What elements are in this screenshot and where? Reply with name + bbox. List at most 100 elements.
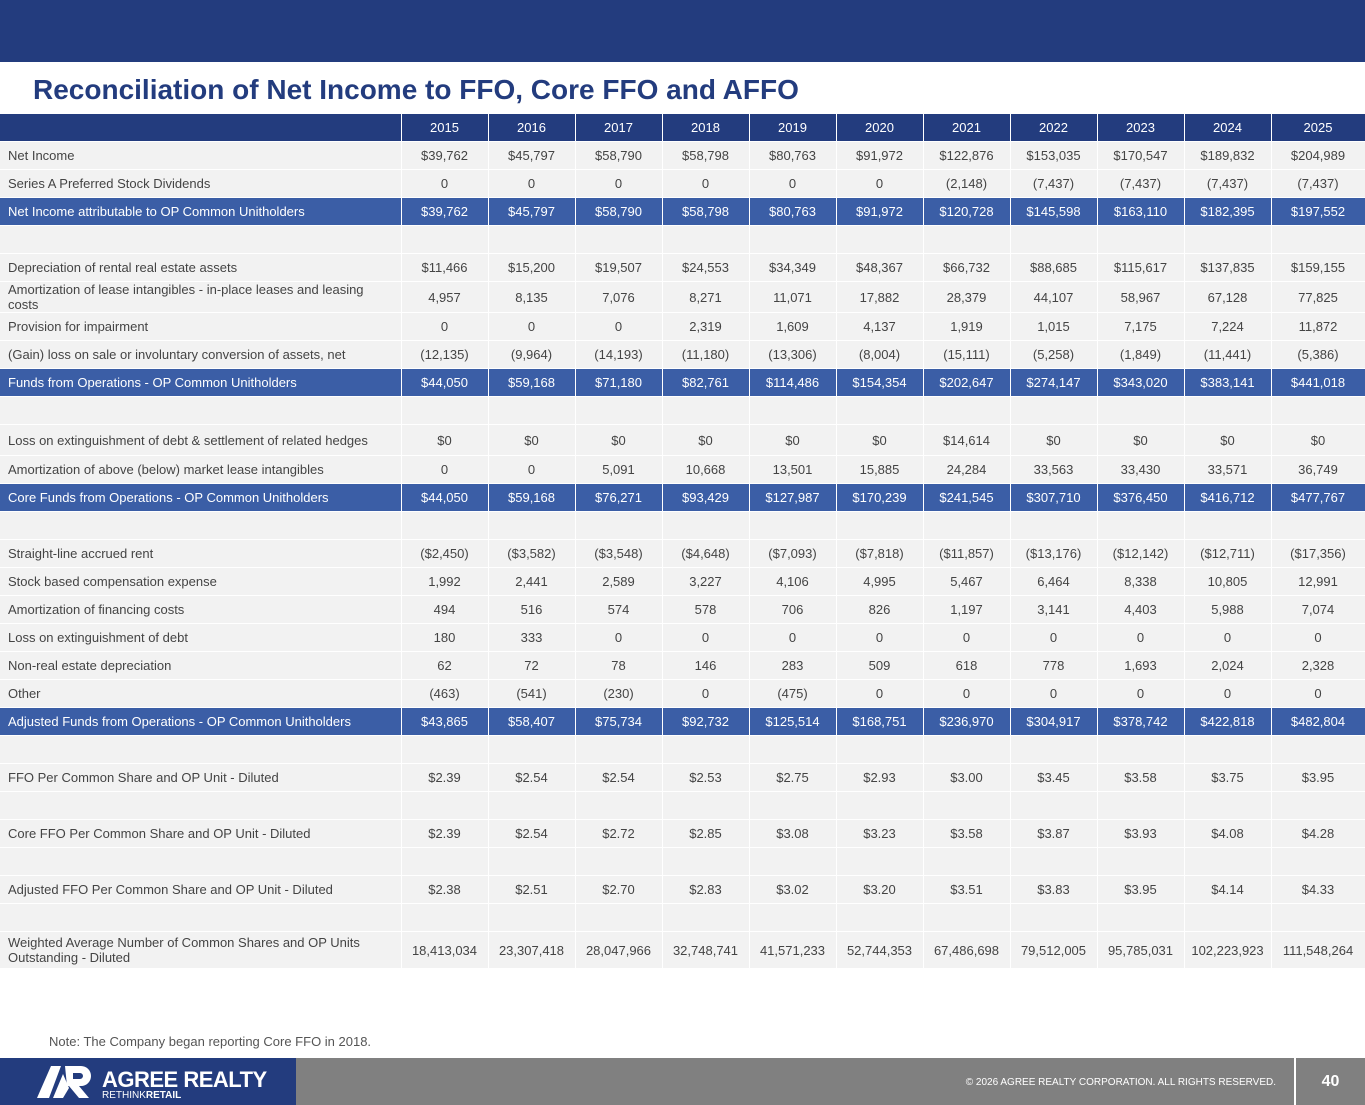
value-cell (749, 225, 837, 254)
value-cell: $120,728 (923, 197, 1011, 226)
value-cell: 574 (575, 595, 663, 624)
value-cell: 13,501 (749, 455, 837, 484)
value-cell: $0 (749, 424, 837, 456)
value-cell: 3,227 (662, 567, 750, 596)
value-cell (836, 225, 924, 254)
value-cell: $204,989 (1271, 141, 1365, 170)
value-cell: $3.00 (923, 763, 1011, 792)
value-cell: 33,571 (1184, 455, 1272, 484)
value-cell (1010, 225, 1098, 254)
value-cell: 0 (1271, 679, 1365, 708)
value-cell: 11,071 (749, 281, 837, 313)
value-cell: $182,395 (1184, 197, 1272, 226)
value-cell: 7,074 (1271, 595, 1365, 624)
value-cell: 77,825 (1271, 281, 1365, 313)
spacer-row (0, 225, 1365, 254)
value-cell: 0 (1097, 623, 1185, 652)
value-cell: 0 (488, 455, 576, 484)
spacer-row (0, 847, 1365, 876)
value-cell: 0 (1184, 623, 1272, 652)
value-cell (923, 225, 1011, 254)
value-cell: 12,991 (1271, 567, 1365, 596)
value-cell: 41,571,233 (749, 931, 837, 969)
table-row: Amortization of above (below) market lea… (0, 455, 1365, 484)
value-cell: $477,767 (1271, 483, 1365, 512)
value-cell: (14,193) (575, 340, 663, 369)
value-cell (401, 903, 489, 932)
value-cell: $80,763 (749, 141, 837, 170)
value-cell (488, 225, 576, 254)
value-cell (1097, 735, 1185, 764)
value-cell: ($3,548) (575, 539, 663, 568)
value-cell (488, 735, 576, 764)
value-cell: 5,467 (923, 567, 1011, 596)
footnote: Note: The Company began reporting Core F… (49, 1034, 372, 1049)
row-label: Weighted Average Number of Common Shares… (0, 931, 402, 969)
value-cell (1010, 791, 1098, 820)
value-cell: $168,751 (836, 707, 924, 736)
row-label: Series A Preferred Stock Dividends (0, 169, 402, 198)
value-cell: 5,988 (1184, 595, 1272, 624)
total-row: Net Income attributable to OP Common Uni… (0, 197, 1365, 226)
value-cell (1184, 847, 1272, 876)
value-cell (575, 791, 663, 820)
value-cell: $0 (488, 424, 576, 456)
value-cell: 72 (488, 651, 576, 680)
value-cell (575, 396, 663, 425)
value-cell (1184, 225, 1272, 254)
row-label (0, 225, 402, 254)
value-cell: 33,430 (1097, 455, 1185, 484)
value-cell: $3.75 (1184, 763, 1272, 792)
table-header-row: 2015 2016 2017 2018 2019 2020 2021 2022 2023 2024… (0, 114, 1365, 142)
value-cell: $189,832 (1184, 141, 1272, 170)
value-cell: 826 (836, 595, 924, 624)
table-row: FFO Per Common Share and OP Unit - Dilut… (0, 763, 1365, 792)
table-row: Stock based compensation expense 1,992 2,4… (0, 567, 1365, 596)
value-cell: 778 (1010, 651, 1098, 680)
value-cell: $114,486 (749, 368, 837, 397)
value-cell: 706 (749, 595, 837, 624)
value-cell: $44,050 (401, 483, 489, 512)
value-cell: (5,258) (1010, 340, 1098, 369)
value-cell (1184, 735, 1272, 764)
value-cell: $3.83 (1010, 875, 1098, 904)
value-cell: 4,106 (749, 567, 837, 596)
total-row: Adjusted Funds from Operations - OP Comm… (0, 707, 1365, 736)
value-cell (488, 511, 576, 540)
row-label: Net Income attributable to OP Common Uni… (0, 197, 402, 226)
value-cell: 4,957 (401, 281, 489, 313)
value-cell: $127,987 (749, 483, 837, 512)
value-cell: $2.53 (662, 763, 750, 792)
value-cell: 0 (1271, 623, 1365, 652)
value-cell: $307,710 (1010, 483, 1098, 512)
value-cell: 23,307,418 (488, 931, 576, 969)
table-row: Amortization of financing costs 494 516 574… (0, 595, 1365, 624)
value-cell (662, 903, 750, 932)
year-header: 2025 (1271, 114, 1365, 142)
row-label: Depreciation of rental real estate asset… (0, 253, 402, 282)
value-cell: $2.85 (662, 819, 750, 848)
row-label: Non-real estate depreciation (0, 651, 402, 680)
value-cell: ($2,450) (401, 539, 489, 568)
row-label: Stock based compensation expense (0, 567, 402, 596)
value-cell: 1,197 (923, 595, 1011, 624)
value-cell (836, 396, 924, 425)
value-cell (749, 847, 837, 876)
value-cell: $3.08 (749, 819, 837, 848)
table-row: Core FFO Per Common Share and OP Unit - … (0, 819, 1365, 848)
value-cell: $3.58 (1097, 763, 1185, 792)
value-cell: $416,712 (1184, 483, 1272, 512)
value-cell (575, 225, 663, 254)
value-cell (1271, 396, 1365, 425)
value-cell: 5,091 (575, 455, 663, 484)
value-cell: 28,047,966 (575, 931, 663, 969)
value-cell: $159,155 (1271, 253, 1365, 282)
value-cell: ($13,176) (1010, 539, 1098, 568)
value-cell: 58,967 (1097, 281, 1185, 313)
value-cell: $59,168 (488, 368, 576, 397)
value-cell: 2,328 (1271, 651, 1365, 680)
value-cell: $3.87 (1010, 819, 1098, 848)
value-cell: $2.54 (488, 819, 576, 848)
value-cell: $88,685 (1010, 253, 1098, 282)
value-cell: $125,514 (749, 707, 837, 736)
